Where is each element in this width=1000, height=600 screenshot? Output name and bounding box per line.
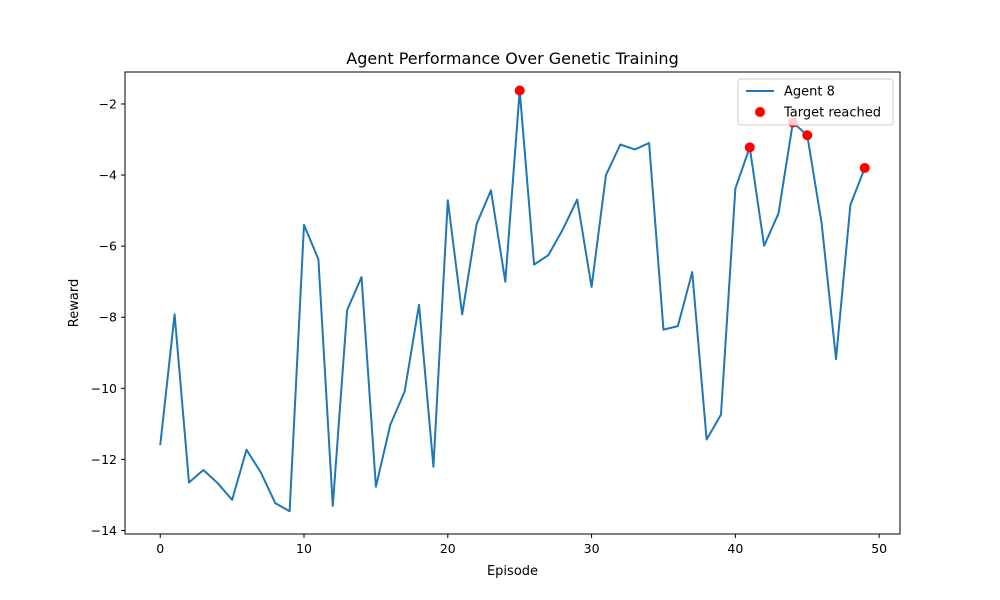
legend-marker-swatch [755,107,765,117]
x-tick-label: 40 [727,541,743,556]
y-tick-label: −14 [91,523,117,538]
legend-label-target: Target reached [783,106,881,121]
target-reached-point [802,130,813,141]
y-tick-label: −10 [91,381,117,396]
target-reached-point [859,162,870,173]
x-tick-label: 50 [871,541,887,556]
plot-area-frame [124,71,901,535]
legend-box [737,78,894,126]
legend-label-agent: Agent 8 [784,85,835,100]
y-tick-label: −4 [99,168,117,183]
x-tick-label: 20 [440,541,456,556]
x-axis-label: Episode [487,564,538,579]
series-line-agent [159,89,866,513]
chart-title: Agent Performance Over Genetic Training [346,49,678,68]
y-tick-label: −6 [99,239,117,254]
x-tick-label: 0 [156,541,164,556]
x-tick-label: 10 [296,541,312,556]
y-tick-label: −12 [91,452,117,467]
target-reached-point [744,142,755,153]
target-reached-point [514,85,525,96]
y-tick-label: −2 [99,96,117,111]
legend: Agent 8 Target reached [737,78,894,126]
x-tick-label: 30 [584,541,600,556]
y-tick-label: −8 [99,310,117,325]
y-axis-label: Reward [67,279,82,327]
